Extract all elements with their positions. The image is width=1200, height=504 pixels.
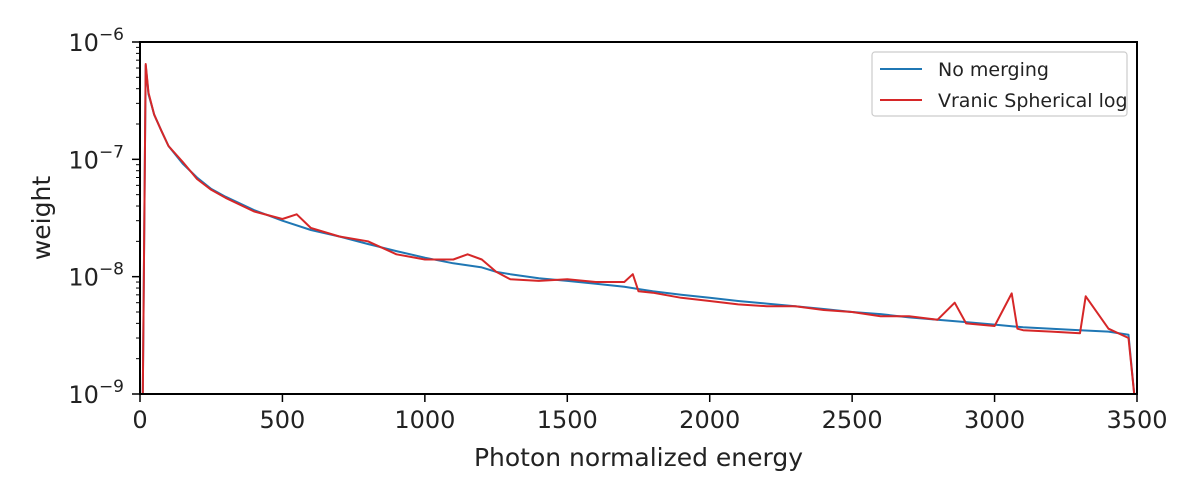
y-tick-label: 10−8 [68,260,124,292]
x-tick-label: 3500 [1106,406,1167,434]
y-axis-label: weight [27,176,56,260]
y-tick-label: 10−9 [68,377,124,409]
plot-frame [139,41,1138,395]
y-tick-label: 10−6 [68,25,124,57]
y-axis: 10−9 10−8 10−7 10−6 [68,25,140,409]
y-tick-label: 10−7 [68,142,124,174]
x-axis-label: Photon normalized energy [474,443,803,472]
x-tick-label: 2500 [822,406,883,434]
x-tick-label: 500 [260,406,306,434]
x-tick-label: 3000 [964,406,1025,434]
x-tick-label: 1500 [537,406,598,434]
legend-label: No merging [938,59,1049,81]
x-tick-label: 2000 [679,406,740,434]
series-line-2 [141,63,1136,395]
legend-label: Vranic Spherical log [938,90,1128,112]
x-axis: 0 500 1000 1500 2000 2500 3000 3500 [132,394,1168,434]
plot-lines [141,63,1136,395]
legend-box [871,51,1128,117]
x-tick-label: 0 [132,406,147,434]
legend: No merging Vranic Spherical log [871,51,1128,117]
x-tick-label: 1000 [394,406,455,434]
